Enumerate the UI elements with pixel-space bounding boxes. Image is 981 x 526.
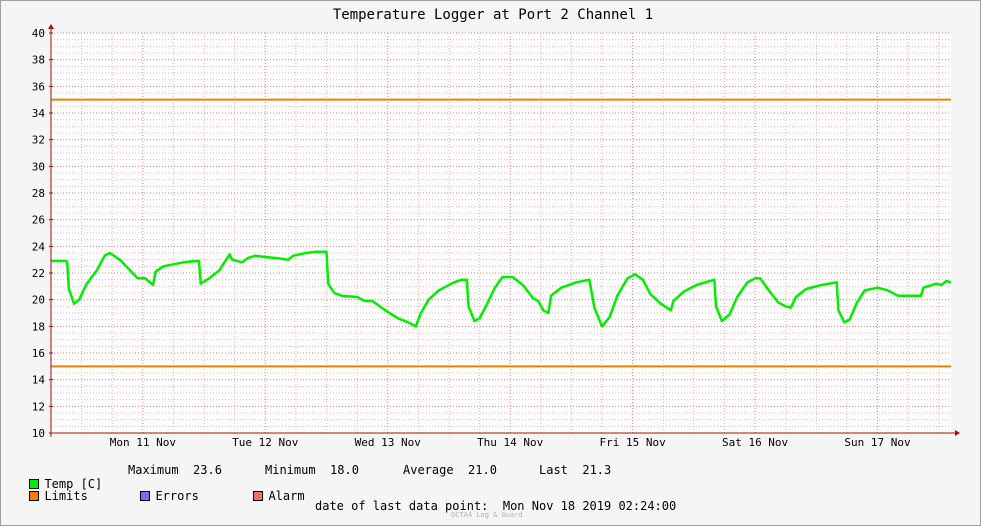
y-tick-label: 40 bbox=[32, 27, 45, 40]
y-tick-label: 16 bbox=[32, 347, 45, 360]
average-value: 21.0 bbox=[468, 463, 497, 477]
last-value: 21.3 bbox=[582, 463, 612, 477]
axes bbox=[48, 24, 960, 437]
alarm-swatch-icon bbox=[253, 491, 264, 501]
y-tick-label: 26 bbox=[32, 214, 45, 227]
x-tick-label: Sat 16 Nov bbox=[722, 436, 789, 449]
y-tick-label: 38 bbox=[32, 54, 45, 67]
legend-limits-label: Limits bbox=[44, 489, 88, 503]
maximum-label: Maximum bbox=[128, 463, 179, 477]
y-tick-label: 32 bbox=[32, 134, 45, 147]
y-tick-label: 30 bbox=[32, 160, 45, 173]
y-tick-label: 24 bbox=[32, 240, 46, 253]
legend-temp-label: Temp [C] bbox=[44, 477, 103, 491]
legend-row-errors: Errors bbox=[126, 475, 199, 503]
x-axis-ticks: Mon 11 Nov Tue 12 Nov Wed 13 Nov Thu 14 Nov… bbox=[110, 436, 911, 449]
maximum-value: 23.6 bbox=[193, 463, 222, 477]
y-tick-label: 18 bbox=[32, 320, 45, 333]
last-label: Last bbox=[539, 463, 568, 477]
y-tick-label: 10 bbox=[32, 427, 45, 440]
grid bbox=[50, 32, 951, 434]
y-tick-label: 20 bbox=[32, 294, 45, 307]
y-tick-label: 22 bbox=[32, 267, 45, 280]
x-tick-label: Tue 12 Nov bbox=[232, 436, 299, 449]
legend-row-alarm: Alarm bbox=[239, 475, 305, 503]
y-axis-ticks: 10 12 14 16 18 20 22 24 26 28 30 32 34 36 38 40 bbox=[32, 27, 53, 440]
y-tick-label: 34 bbox=[32, 107, 46, 120]
y-tick-label: 14 bbox=[32, 374, 46, 387]
y-tick-label: 36 bbox=[32, 80, 45, 93]
legend-row-temp: Temp [C] bbox=[15, 463, 102, 491]
limit-lines bbox=[51, 98, 951, 368]
last-data-point: date of last data point: Mon Nov 18 2019… bbox=[315, 499, 676, 513]
temperature-series bbox=[51, 250, 952, 328]
x-tick-label: Mon 11 Nov bbox=[110, 436, 177, 449]
x-tick-label: Fri 15 Nov bbox=[600, 436, 667, 449]
chart-title: Temperature Logger at Port 2 Channel 1 bbox=[333, 7, 653, 23]
watermark: OCTA4 Log & Guard bbox=[451, 511, 523, 519]
x-tick-label: Thu 14 Nov bbox=[477, 436, 544, 449]
legend-minimum: Minimum 18.0 bbox=[265, 463, 359, 477]
minimum-label: Minimum bbox=[265, 463, 316, 477]
minimum-value: 18.0 bbox=[330, 463, 359, 477]
legend-row-limits: Limits bbox=[15, 475, 88, 503]
y-tick-label: 28 bbox=[32, 187, 45, 200]
temperature-line bbox=[51, 250, 952, 328]
last-point-value: Mon Nov 18 2019 02:24:00 bbox=[502, 499, 677, 513]
legend-errors-label: Errors bbox=[155, 489, 199, 503]
y-tick-label: 12 bbox=[32, 400, 45, 413]
x-tick-label: Wed 13 Nov bbox=[355, 436, 422, 449]
legend-alarm-label: Alarm bbox=[268, 489, 305, 503]
x-tick-label: Sun 17 Nov bbox=[844, 436, 911, 449]
limits-swatch-icon bbox=[29, 491, 40, 501]
legend-last: Last 21.3 bbox=[539, 463, 611, 477]
last-point-label: date of last data point: bbox=[315, 499, 489, 513]
y-axis-arrow-icon bbox=[48, 24, 54, 29]
temp-swatch-icon bbox=[29, 479, 40, 489]
average-label: Average bbox=[403, 463, 454, 477]
x-axis-arrow-icon bbox=[955, 430, 960, 436]
errors-swatch-icon bbox=[140, 491, 151, 501]
legend-maximum: Maximum 23.6 bbox=[128, 463, 222, 477]
legend-average: Average 21.0 bbox=[403, 463, 497, 477]
